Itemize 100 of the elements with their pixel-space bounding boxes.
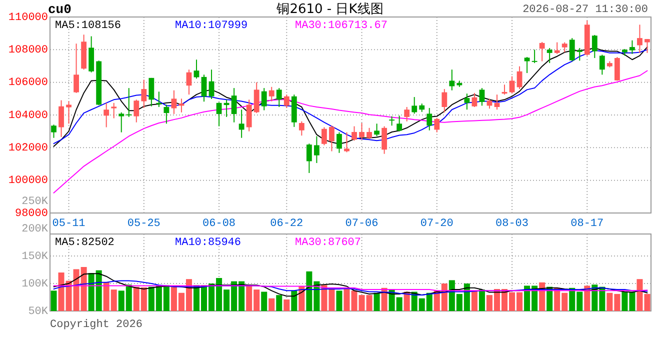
text: MA10:107999 [175,20,248,32]
candlestick [562,42,568,53]
candlestick [134,99,140,123]
y-tick-label: 110000 [8,12,48,24]
text: MA5:82502 [55,237,114,249]
y-tick-label: 250K [22,196,48,208]
candlestick [329,125,334,152]
candlestick [366,127,372,140]
candlestick [614,56,620,82]
candlestick [148,77,154,107]
candlestick [644,38,650,54]
y-tick-label: 104000 [8,110,48,122]
candlestick [208,69,214,100]
candlestick [524,56,530,74]
candlestick [389,116,395,126]
candlestick [104,102,110,128]
candlestick [449,69,455,91]
candlestick [359,122,364,140]
candlestick [246,99,252,132]
candlestick [479,88,485,106]
x-tick-label: 07-20 [420,218,454,230]
y-tick-label: 50K [28,306,48,318]
text: MA30:106713.67 [295,20,388,32]
x-tick-label: 08-03 [496,218,529,230]
candlestick [592,34,598,58]
candlestick [268,86,274,102]
candlestick [126,88,132,118]
y-tick-label: 102000 [8,142,48,155]
candlestick [118,112,124,133]
x-tick-label: 08-17 [570,218,604,230]
candlestick [554,42,560,54]
candlestick [58,100,64,138]
x-tick-label: 06-08 [202,218,236,230]
x-tick-label: 06-22 [270,218,304,230]
candlestick [238,109,244,138]
candlestick [194,59,200,80]
chart-title: 铜2610 - 日K线图 [276,2,384,17]
candlestick [261,88,267,111]
candlestick [74,43,79,94]
candlestick [284,94,290,108]
text: MA5:108156 [55,20,122,32]
candlestick [516,66,522,90]
candlestick [352,126,357,142]
candlestick [164,104,170,124]
candlestick [254,82,260,114]
candlestick [434,117,440,133]
candlestick [344,132,350,153]
text: Copyright 2026 [50,319,142,331]
line-series [53,70,648,194]
y-tick-label: 108000 [8,44,48,57]
candlestick [494,94,500,110]
chart-subtitle: cu0 [48,2,72,17]
text: 2026-08-27 11:30:00 [522,4,648,16]
y-tick-label: 100000 [8,175,48,188]
candlestick [216,102,222,127]
candlestick [426,107,432,131]
candlestick [546,48,552,64]
candlestick [336,132,342,154]
candlestick [404,106,410,122]
y-tick-label: 98000 [14,208,48,220]
candlestick [442,88,448,113]
candlestick [306,143,312,174]
text: MA10:85946 [175,237,242,249]
candlestick [382,126,388,154]
candlestick [66,100,72,124]
candlestick [298,120,304,136]
candlestick [464,93,470,110]
y-tick-label: 150K [22,250,48,263]
candlestick [509,76,515,94]
text: MA30:87607 [295,237,362,249]
candlestick [171,90,177,115]
line-series [53,273,648,297]
x-tick-label: 05-25 [127,218,160,230]
candlestick [88,36,94,73]
candlestick [576,48,582,62]
candlestick [599,54,605,76]
candlestick [276,88,282,108]
candlestick [539,41,545,62]
y-tick-label: 106000 [8,77,48,90]
candlestick [314,136,320,164]
y-tick-label: 200K [22,223,48,236]
candlestick [111,102,117,119]
candlestick [201,74,207,102]
candlestick [472,92,478,108]
candlestick [569,38,575,62]
candlestick [486,98,492,110]
candlestick [231,88,237,123]
x-tick-label: 07-06 [345,218,378,230]
candlestick [322,126,327,146]
x-tick-label: 05-11 [52,218,86,230]
candlestick [630,40,635,54]
candlestick [396,115,402,132]
candlestick [374,123,380,137]
candlestick [412,96,418,114]
y-tick-label: 100K [22,278,48,290]
candlestick [532,49,538,64]
candlestick [51,124,56,138]
candlestick [186,69,192,96]
candlestick [141,79,147,108]
candlestick [637,24,642,54]
